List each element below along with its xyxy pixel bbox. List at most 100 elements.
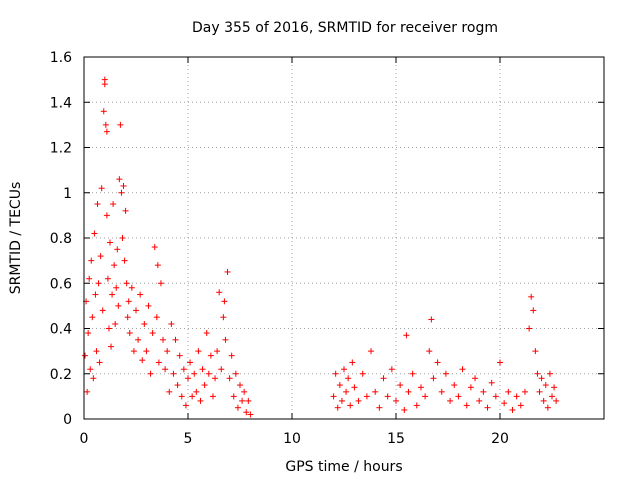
data-point (341, 366, 347, 373)
data-point (530, 307, 537, 314)
data-point (123, 280, 130, 287)
data-point (517, 402, 524, 409)
data-point (117, 121, 124, 128)
data-point (428, 316, 435, 323)
data-point (447, 397, 454, 404)
data-point (82, 352, 89, 359)
data-point (172, 336, 179, 343)
data-point (97, 253, 104, 260)
data-point (413, 402, 420, 409)
data-point (209, 393, 216, 400)
data-point (160, 336, 167, 343)
data-point (203, 330, 210, 337)
data-point (355, 397, 362, 404)
data-point (187, 359, 194, 366)
data-point (538, 375, 545, 382)
data-point (226, 375, 233, 382)
data-point (125, 298, 132, 305)
data-point (120, 182, 127, 189)
data-point (459, 366, 466, 373)
data-point (86, 275, 93, 282)
data-point (218, 366, 225, 373)
data-point (368, 348, 375, 355)
data-point (84, 388, 91, 395)
data-point (110, 201, 117, 208)
data-point (393, 397, 399, 404)
data-point (128, 284, 135, 291)
y-tick-label: 0.8 (50, 231, 72, 247)
data-point (388, 366, 395, 373)
data-point (199, 366, 206, 373)
grid-lines (84, 57, 604, 419)
data-point (155, 359, 162, 366)
data-point (87, 366, 94, 373)
data-point (228, 352, 235, 359)
data-point (380, 375, 387, 382)
data-point (513, 393, 520, 400)
data-point (139, 357, 146, 364)
data-point (124, 314, 131, 321)
data-point (101, 81, 108, 88)
data-point (528, 293, 535, 300)
x-tick-label: 5 (184, 431, 193, 447)
data-point (103, 128, 110, 135)
data-point (91, 230, 98, 237)
data-point (401, 406, 408, 413)
data-point (349, 359, 356, 366)
data-point (359, 370, 366, 377)
data-point (108, 343, 115, 350)
data-point (222, 336, 229, 343)
data-point (239, 397, 246, 404)
data-point (216, 289, 223, 296)
data-point (197, 397, 204, 404)
data-point (430, 375, 437, 382)
data-point (463, 402, 470, 409)
data-point (193, 388, 200, 395)
data-point (164, 348, 171, 355)
data-point (95, 280, 102, 287)
data-point (154, 262, 161, 269)
data-point (92, 291, 99, 298)
data-point (201, 382, 208, 389)
data-point (94, 201, 101, 208)
data-point (351, 384, 358, 391)
data-point (336, 382, 343, 389)
data-point (130, 348, 137, 355)
data-point (492, 393, 499, 400)
data-point (347, 402, 354, 409)
data-point (89, 314, 96, 321)
data-point (93, 348, 100, 355)
data-point (334, 404, 341, 411)
data-point (149, 330, 156, 337)
data-point (176, 352, 183, 359)
data-point (121, 257, 128, 264)
data-point (85, 330, 92, 337)
data-point (243, 409, 250, 416)
data-point (546, 370, 553, 377)
data-point (549, 393, 555, 400)
data-point (143, 348, 150, 355)
y-tick-label: 1.2 (50, 141, 72, 157)
data-point (135, 336, 142, 343)
data-point (207, 352, 214, 359)
y-tick-label: 0.6 (50, 276, 72, 292)
data-point (102, 121, 109, 128)
plot-frame (83, 56, 605, 420)
data-point (521, 388, 528, 395)
data-point (112, 320, 119, 327)
data-point (118, 189, 125, 196)
data-point (185, 375, 191, 382)
data-point (467, 384, 474, 391)
data-point (426, 348, 433, 355)
data-point (212, 375, 219, 382)
data-point (363, 393, 370, 400)
data-point (99, 307, 106, 314)
x-tick-label: 15 (387, 431, 405, 447)
data-point (180, 366, 187, 373)
data-point (166, 388, 173, 395)
data-point (532, 348, 539, 355)
data-point (214, 348, 221, 355)
data-point (104, 275, 111, 282)
y-tick-label: 1 (63, 186, 72, 202)
